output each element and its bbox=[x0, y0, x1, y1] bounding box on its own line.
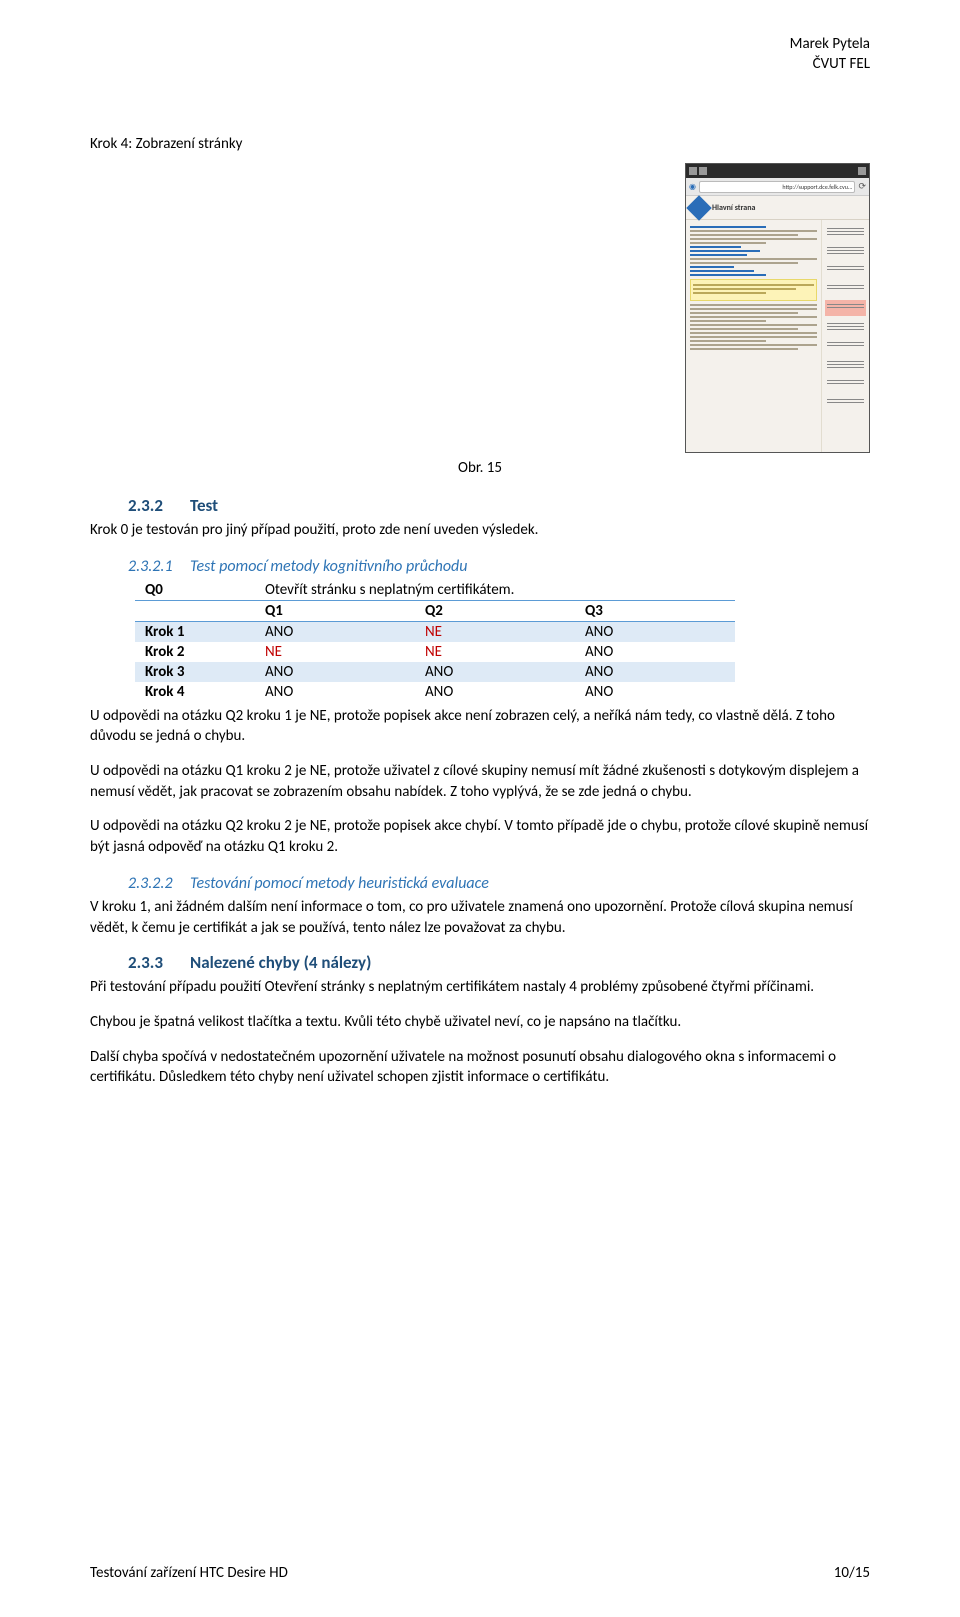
heading-2-3-2-2: 2.3.2.2Testování pomocí metody heuristic… bbox=[90, 874, 870, 893]
row-label: Krok 1 bbox=[135, 621, 255, 642]
heading-2-3-2-1: 2.3.2.1Test pomocí metody kognitivního p… bbox=[90, 557, 870, 576]
table-header-row: Q1 Q2 Q3 bbox=[135, 600, 735, 621]
figure-15-screenshot: ◉ http://support.dce.felk.cvu... ⟳ Hlavn… bbox=[685, 163, 870, 453]
cell-value: ANO bbox=[575, 621, 735, 642]
cell-value: ANO bbox=[255, 682, 415, 702]
table-row: Krok 3ANOANOANO bbox=[135, 662, 735, 682]
mock-page-body bbox=[686, 220, 869, 452]
page-content: Krok 4: Zobrazení stránky ◉ http://suppo… bbox=[90, 135, 870, 1088]
figure-15-wrap: ◉ http://support.dce.felk.cvu... ⟳ Hlavn… bbox=[90, 163, 870, 453]
paragraph: V kroku 1, ani žádném dalším není inform… bbox=[90, 897, 870, 938]
col-header: Q2 bbox=[415, 600, 575, 621]
col-header: Q3 bbox=[575, 600, 735, 621]
heading-text: Test pomocí metody kognitivního průchodu bbox=[190, 557, 468, 576]
footer-left: Testování zařízení HTC Desire HD bbox=[90, 1564, 288, 1582]
author-name: Marek Pytela bbox=[790, 35, 870, 55]
mock-url-bar: ◉ http://support.dce.felk.cvu... ⟳ bbox=[686, 178, 869, 196]
heading-text: Nalezené chyby (4 nálezy) bbox=[190, 952, 371, 973]
cell-value: ANO bbox=[255, 662, 415, 682]
heading-number: 2.3.2.1 bbox=[128, 557, 190, 576]
mock-status-bar bbox=[686, 164, 869, 178]
q0-text: Otevřít stránku s neplatným certifikátem… bbox=[255, 580, 735, 601]
notice-box bbox=[690, 279, 817, 301]
paragraph: Chybou je špatná velikost tlačítka a tex… bbox=[90, 1012, 870, 1033]
cell-value: ANO bbox=[575, 682, 735, 702]
heading-number: 2.3.3 bbox=[128, 952, 190, 973]
heading-text: Testování pomocí metody heuristická eval… bbox=[190, 874, 489, 893]
paragraph: U odpovědi na otázku Q2 kroku 1 je NE, p… bbox=[90, 706, 870, 747]
cell-value: ANO bbox=[255, 621, 415, 642]
footer-page-number: 10/15 bbox=[834, 1564, 870, 1582]
globe-icon: ◉ bbox=[689, 182, 696, 192]
row-label: Krok 2 bbox=[135, 642, 255, 662]
figure-15-caption: Obr. 15 bbox=[90, 459, 870, 477]
cognitive-walkthrough-table: Q0 Otevřít stránku s neplatným certifiká… bbox=[135, 580, 735, 702]
status-icon bbox=[689, 167, 697, 175]
cell-value: ANO bbox=[415, 662, 575, 682]
paragraph: U odpovědi na otázku Q2 kroku 2 je NE, p… bbox=[90, 816, 870, 857]
cell-value: ANO bbox=[415, 682, 575, 702]
heading-2-3-2: 2.3.2Test bbox=[90, 495, 870, 516]
cell-value: NE bbox=[255, 642, 415, 662]
mock-sidebar bbox=[821, 220, 869, 452]
url-field: http://support.dce.felk.cvu... bbox=[699, 181, 855, 193]
table-row: Krok 1ANONEANO bbox=[135, 621, 735, 642]
mock-main-column bbox=[686, 220, 821, 452]
alert-box bbox=[825, 300, 866, 316]
row-label: Krok 3 bbox=[135, 662, 255, 682]
cell-value: NE bbox=[415, 642, 575, 662]
page-title: Hlavní strana bbox=[712, 203, 755, 213]
heading-number: 2.3.2 bbox=[128, 495, 190, 516]
heading-2-3-3: 2.3.3Nalezené chyby (4 nálezy) bbox=[90, 952, 870, 973]
site-logo-icon bbox=[686, 195, 711, 220]
paragraph: Při testování případu použití Otevření s… bbox=[90, 977, 870, 998]
table-row: Krok 2NENEANO bbox=[135, 642, 735, 662]
table-q0-row: Q0 Otevřít stránku s neplatným certifiká… bbox=[135, 580, 735, 601]
institution-name: ČVUT FEL bbox=[790, 55, 870, 75]
status-icon bbox=[699, 167, 707, 175]
cell-value: NE bbox=[415, 621, 575, 642]
page-footer: Testování zařízení HTC Desire HD 10/15 bbox=[90, 1564, 870, 1582]
refresh-icon: ⟳ bbox=[858, 181, 866, 192]
row-label: Krok 4 bbox=[135, 682, 255, 702]
page-header-right: Marek Pytela ČVUT FEL bbox=[790, 35, 870, 74]
heading-text: Test bbox=[190, 495, 218, 516]
col-header: Q1 bbox=[255, 600, 415, 621]
table-row: Krok 4ANOANOANO bbox=[135, 682, 735, 702]
q0-label: Q0 bbox=[135, 580, 255, 601]
cell-value: ANO bbox=[575, 662, 735, 682]
mock-page-header: Hlavní strana bbox=[686, 196, 869, 220]
status-icon bbox=[858, 167, 866, 175]
heading-number: 2.3.2.2 bbox=[128, 874, 190, 893]
paragraph: Další chyba spočívá v nedostatečném upoz… bbox=[90, 1047, 870, 1088]
paragraph: U odpovědi na otázku Q1 kroku 2 je NE, p… bbox=[90, 761, 870, 802]
step4-label: Krok 4: Zobrazení stránky bbox=[90, 135, 870, 153]
cell-value: ANO bbox=[575, 642, 735, 662]
paragraph: Krok 0 je testován pro jiný případ použi… bbox=[90, 520, 870, 541]
